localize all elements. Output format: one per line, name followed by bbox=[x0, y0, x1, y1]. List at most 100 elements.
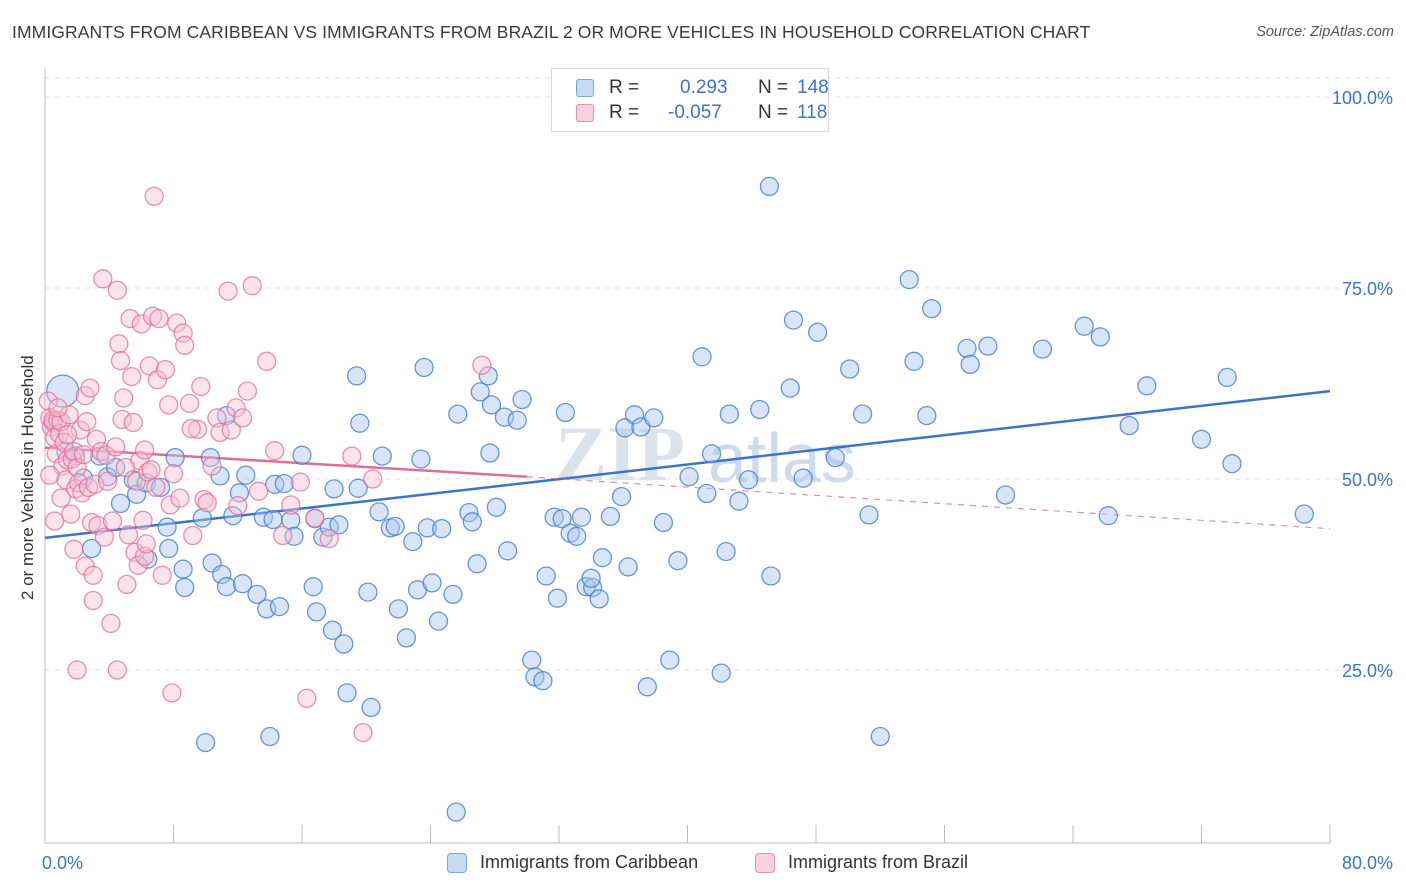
point-brazil bbox=[101, 613, 121, 634]
point-caribbean bbox=[480, 443, 500, 463]
point-caribbean bbox=[337, 683, 357, 703]
point-caribbean bbox=[637, 677, 657, 697]
point-caribbean bbox=[552, 509, 572, 529]
legend-n-label: N = bbox=[758, 102, 789, 123]
point-caribbean bbox=[1074, 316, 1094, 336]
point-caribbean bbox=[303, 577, 323, 597]
point-caribbean bbox=[281, 510, 301, 530]
point-brazil bbox=[102, 511, 123, 531]
point-caribbean bbox=[157, 517, 177, 537]
point-brazil bbox=[38, 391, 58, 411]
point-caribbean bbox=[697, 483, 717, 504]
point-caribbean bbox=[411, 449, 431, 469]
point-brazil bbox=[273, 525, 293, 546]
point-brazil bbox=[134, 546, 155, 566]
watermark-atlas: atlas bbox=[708, 419, 856, 497]
bottom-legend-label-brazil: Immigrants from Brazil bbox=[788, 852, 969, 872]
point-caribbean bbox=[793, 468, 813, 488]
point-brazil bbox=[305, 508, 325, 528]
point-brazil bbox=[123, 412, 143, 433]
point-brazil bbox=[94, 527, 115, 547]
legend-n-value: 148 bbox=[797, 77, 829, 98]
trend-line-brazil bbox=[44, 446, 527, 478]
point-brazil bbox=[110, 350, 131, 371]
point-caribbean bbox=[719, 404, 739, 424]
point-caribbean bbox=[1294, 504, 1314, 524]
point-caribbean bbox=[615, 418, 635, 438]
point-caribbean bbox=[512, 389, 532, 410]
point-brazil bbox=[167, 313, 187, 333]
point-brazil bbox=[77, 412, 97, 432]
point-brazil bbox=[191, 376, 211, 397]
trend-lines bbox=[44, 389, 1331, 540]
point-brazil bbox=[134, 440, 155, 460]
point-brazil bbox=[57, 425, 78, 445]
point-caribbean bbox=[1222, 454, 1242, 474]
point-caribbean bbox=[346, 366, 367, 386]
point-brazil bbox=[88, 515, 108, 536]
point-caribbean bbox=[533, 671, 553, 691]
point-caribbean bbox=[388, 599, 409, 619]
point-brazil bbox=[120, 308, 140, 329]
point-caribbean bbox=[247, 584, 267, 605]
point-caribbean bbox=[1119, 415, 1139, 436]
point-brazil bbox=[149, 308, 169, 329]
point-caribbean bbox=[306, 602, 327, 622]
point-caribbean bbox=[716, 541, 736, 562]
point-caribbean bbox=[385, 516, 405, 537]
point-caribbean bbox=[369, 502, 389, 522]
point-caribbean bbox=[497, 541, 518, 561]
point-caribbean bbox=[260, 726, 280, 747]
point-caribbean bbox=[544, 507, 564, 527]
point-brazil bbox=[131, 314, 152, 334]
point-brazil bbox=[107, 660, 127, 680]
point-caribbean bbox=[432, 519, 452, 539]
point-caribbean bbox=[329, 515, 349, 535]
trend-line-caribbean bbox=[44, 389, 1331, 540]
point-caribbean bbox=[467, 554, 487, 574]
point-caribbean bbox=[173, 559, 193, 579]
legend-n-label: N = bbox=[758, 77, 789, 98]
point-caribbean bbox=[1217, 367, 1237, 388]
point-caribbean bbox=[761, 566, 781, 586]
point-caribbean bbox=[922, 298, 942, 319]
point-caribbean bbox=[334, 634, 354, 654]
point-caribbean bbox=[210, 466, 230, 486]
point-brazil bbox=[83, 565, 103, 585]
point-caribbean bbox=[150, 477, 171, 498]
point-caribbean bbox=[555, 402, 576, 423]
point-caribbean bbox=[223, 506, 243, 526]
point-caribbean bbox=[701, 444, 722, 464]
point-caribbean bbox=[567, 526, 587, 546]
point-caribbean bbox=[589, 589, 609, 609]
point-brazil bbox=[147, 370, 168, 390]
point-caribbean bbox=[507, 410, 527, 430]
point-brazil bbox=[202, 456, 222, 476]
source-label: Source: ZipAtlas.com bbox=[1256, 24, 1394, 40]
point-caribbean bbox=[470, 382, 490, 402]
point-caribbean bbox=[216, 577, 237, 597]
point-brazil bbox=[61, 504, 81, 524]
watermark: ZIP atlas bbox=[555, 410, 856, 497]
point-caribbean bbox=[195, 732, 216, 753]
point-caribbean bbox=[807, 322, 828, 342]
point-brazil bbox=[160, 495, 180, 515]
point-caribbean bbox=[738, 470, 759, 490]
point-caribbean bbox=[852, 404, 873, 424]
point-brazil bbox=[194, 489, 214, 510]
point-caribbean bbox=[581, 568, 601, 588]
point-brazil bbox=[152, 565, 172, 585]
point-brazil bbox=[242, 276, 262, 296]
point-caribbean bbox=[422, 573, 442, 593]
point-caribbean bbox=[679, 467, 699, 487]
y-tick-label: 75.0% bbox=[1342, 279, 1393, 299]
point-brazil bbox=[136, 534, 156, 554]
point-caribbean bbox=[571, 507, 592, 527]
point-caribbean bbox=[478, 366, 498, 386]
point-caribbean bbox=[692, 347, 712, 367]
point-brazil bbox=[179, 393, 200, 414]
point-brazil bbox=[59, 405, 79, 425]
point-caribbean bbox=[1032, 339, 1053, 359]
point-caribbean bbox=[780, 378, 800, 398]
